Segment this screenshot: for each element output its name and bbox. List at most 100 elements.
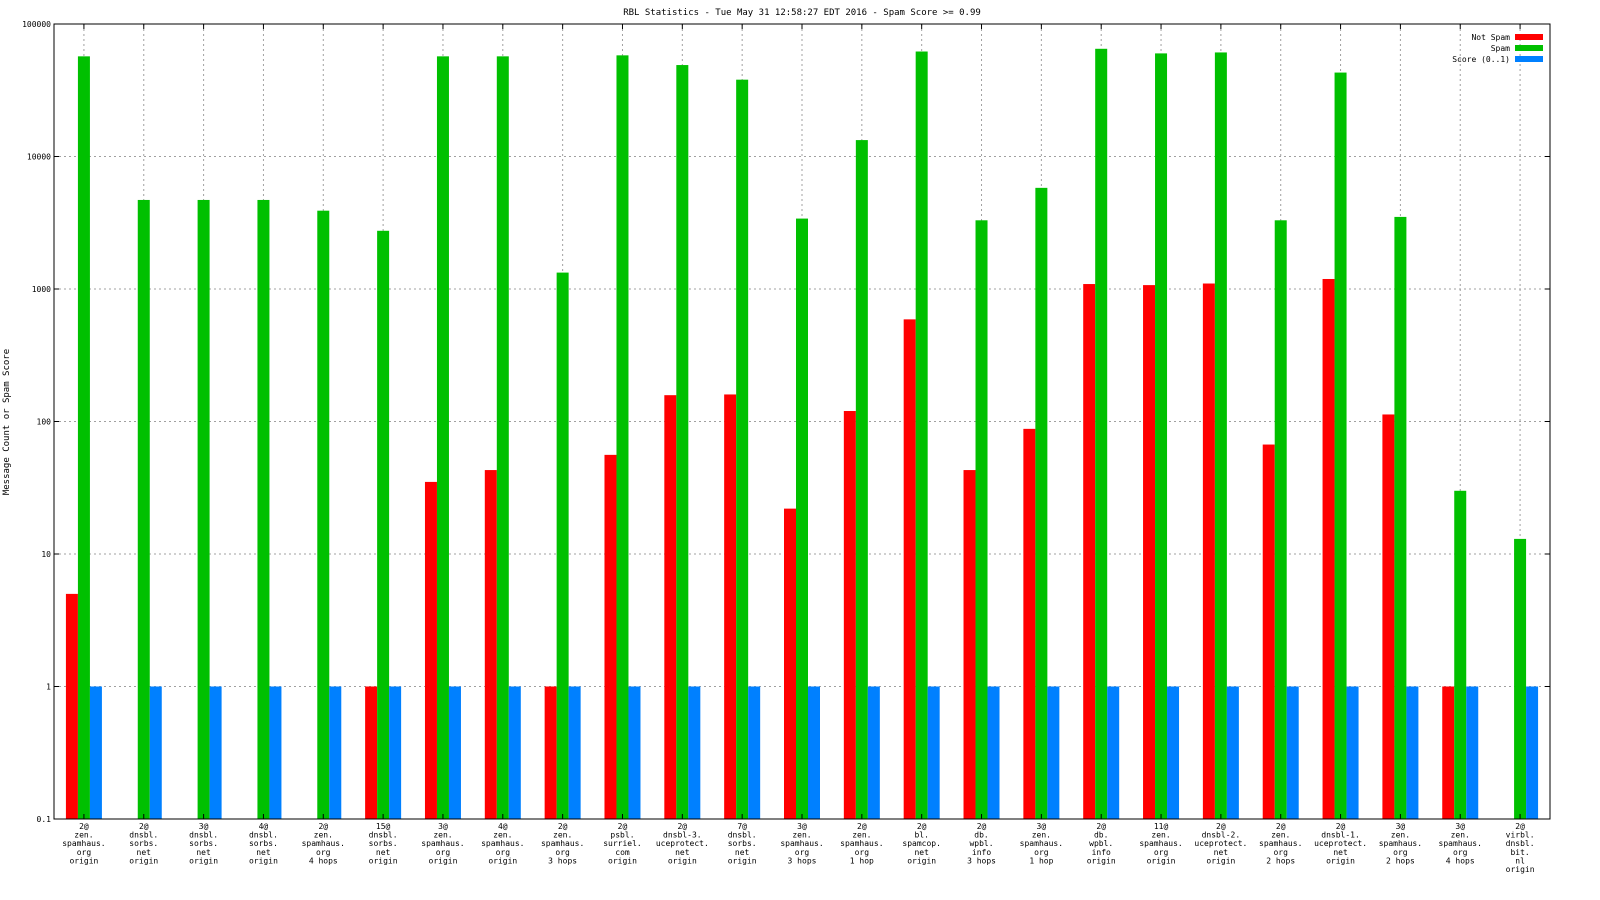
bar-spam xyxy=(796,218,808,819)
y-tick-label: 0.1 xyxy=(37,815,52,824)
legend-swatch xyxy=(1515,34,1543,40)
bar-spam xyxy=(915,51,928,819)
x-tick-label: 3@ zen. spamhaus. org 1 hop xyxy=(1020,822,1063,865)
x-tick-label: 2@ zen. spamhaus. org origin xyxy=(62,822,105,865)
bar-not-spam xyxy=(1143,285,1156,819)
x-tick-label: 2@ dnsbl-3. uceprotect. net origin xyxy=(656,822,709,865)
x-tick-label: 2@ zen. spamhaus. org 1 hop xyxy=(840,822,883,865)
bar-not-spam xyxy=(903,319,916,819)
bar-not-spam xyxy=(724,394,737,819)
x-tick-label: 2@ psbl. surriel. com origin xyxy=(603,822,642,865)
x-tick-label: 2@ virbl. dnsbl. bit. nl origin xyxy=(1506,822,1535,874)
bar-score-0-1 xyxy=(1107,686,1120,819)
bar-score-0-1 xyxy=(89,686,102,819)
legend-label: Not Spam xyxy=(1471,33,1510,42)
bar-not-spam xyxy=(1023,428,1036,819)
bar-score-0-1 xyxy=(1406,686,1419,819)
bar-not-spam xyxy=(1202,283,1215,819)
x-tick-label: 3@ zen. spamhaus. org origin xyxy=(421,822,464,865)
bar-not-spam xyxy=(843,411,856,819)
bar-score-0-1 xyxy=(508,686,521,819)
bar-score-0-1 xyxy=(808,686,820,819)
x-tick-label: 15@ dnsbl. sorbs. net origin xyxy=(369,822,398,865)
bar-score-0-1 xyxy=(1526,686,1539,819)
bar-spam xyxy=(1334,72,1347,819)
bar-not-spam xyxy=(365,686,378,819)
bar-score-0-1 xyxy=(149,686,162,819)
bar-spam xyxy=(137,199,150,820)
bar-not-spam xyxy=(424,481,437,819)
bar-not-spam xyxy=(784,508,796,819)
bar-not-spam xyxy=(1442,686,1455,819)
bar-spam xyxy=(1035,187,1048,819)
bar-score-0-1 xyxy=(448,686,461,819)
bar-spam xyxy=(1214,52,1227,820)
bar-not-spam xyxy=(604,454,617,819)
bars xyxy=(65,48,1539,820)
x-tick-label: 7@ dnsbl. sorbs. net origin xyxy=(728,822,757,865)
legend-swatch xyxy=(1515,45,1543,51)
chart-title: RBL Statistics - Tue May 31 12:58:27 EDT… xyxy=(623,8,981,18)
x-tick-label: 11@ zen. spamhaus. org origin xyxy=(1139,822,1182,865)
x-tick-label: 3@ zen. spamhaus. org 2 hops xyxy=(1379,822,1422,865)
bar-spam xyxy=(1454,490,1467,819)
legend: Not Spam Spam Score (0..1) xyxy=(1452,33,1543,64)
legend-swatch xyxy=(1515,56,1543,62)
bar-spam xyxy=(496,56,509,820)
bar-not-spam xyxy=(963,470,976,819)
bar-score-0-1 xyxy=(389,686,402,819)
bar-spam xyxy=(317,210,330,819)
x-tick-label: 2@ dnsbl-2. uceprotect. net origin xyxy=(1194,822,1247,865)
bar-score-0-1 xyxy=(688,686,701,819)
y-tick-label: 100000 xyxy=(22,20,51,29)
bar-spam xyxy=(676,65,689,820)
x-tick-label: 3@ zen. spamhaus. org 4 hops xyxy=(1439,822,1482,865)
bar-spam xyxy=(616,55,629,820)
bar-spam xyxy=(1274,220,1287,820)
bar-spam xyxy=(975,220,988,820)
bar-score-0-1 xyxy=(628,686,641,819)
bar-spam xyxy=(77,56,90,820)
x-tick-label: 2@ zen. spamhaus. org 2 hops xyxy=(1259,822,1302,865)
x-tick-label: 2@ dnsbl. sorbs. net origin xyxy=(129,822,158,865)
bar-score-0-1 xyxy=(269,686,282,819)
grid-lines xyxy=(54,24,1550,819)
x-tick-label: 2@ dnsbl-1. uceprotect. net origin xyxy=(1314,822,1367,865)
y-tick-label: 1 xyxy=(46,683,51,692)
y-tick-label: 10000 xyxy=(27,153,51,162)
bar-spam xyxy=(197,199,210,820)
bar-spam xyxy=(855,140,868,819)
bar-score-0-1 xyxy=(1346,686,1359,819)
bar-score-0-1 xyxy=(867,686,880,819)
bar-spam xyxy=(736,79,749,820)
y-tick-label: 1000 xyxy=(32,285,51,294)
bar-score-0-1 xyxy=(1286,686,1299,819)
bar-not-spam xyxy=(544,686,557,819)
x-tick-label: 3@ zen. spamhaus. org 3 hops xyxy=(780,822,823,865)
bar-spam xyxy=(257,199,270,820)
x-tick-label: 4@ dnsbl. sorbs. net origin xyxy=(249,822,278,865)
y-axis-label: Message Count or Spam Score xyxy=(2,349,12,495)
x-tick-label: 2@ db. wpbl. info origin xyxy=(1087,822,1116,865)
legend-label: Score (0..1) xyxy=(1452,55,1510,64)
axis-ticks: 0.1 1 10 100 1000 10000 100000 2@ zen. spamhaus. o… xyxy=(22,20,1550,874)
x-tick-label: 2@ zen. spamhaus. org 3 hops xyxy=(541,822,584,865)
bar-score-0-1 xyxy=(568,686,581,819)
bar-score-0-1 xyxy=(209,686,222,819)
bar-not-spam xyxy=(1322,278,1335,820)
x-tick-label: 2@ db. wpbl. info 3 hops xyxy=(967,822,996,865)
rbl-statistics-chart: RBL Statistics - Tue May 31 12:58:27 EDT… xyxy=(2,8,1551,874)
bar-not-spam xyxy=(1083,284,1096,819)
bar-score-0-1 xyxy=(1466,686,1479,819)
bar-spam xyxy=(1514,538,1527,819)
bar-not-spam xyxy=(65,593,78,819)
bar-spam xyxy=(556,272,569,819)
bar-spam xyxy=(1095,48,1108,819)
x-tick-label: 2@ zen. spamhaus. org 4 hops xyxy=(302,822,345,865)
y-tick-label: 10 xyxy=(41,550,51,559)
bar-score-0-1 xyxy=(1167,686,1180,819)
bar-score-0-1 xyxy=(748,686,761,819)
bar-spam xyxy=(1394,216,1407,819)
x-tick-label: 4@ zen. spamhaus. org origin xyxy=(481,822,524,865)
x-tick-label: 2@ bl. spamcop. net origin xyxy=(902,822,941,865)
